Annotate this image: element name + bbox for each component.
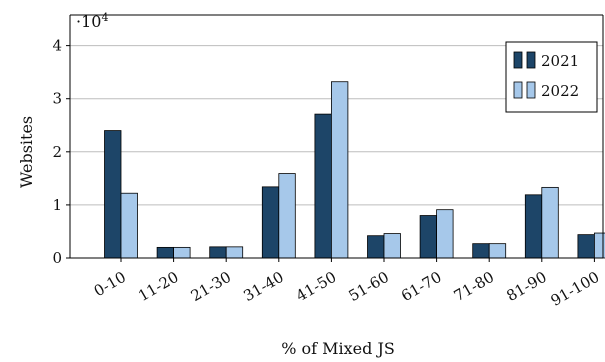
legend-swatch-2021 <box>526 51 536 69</box>
bar-2021-91-100 <box>577 234 595 259</box>
y-tick-label: 0 <box>52 249 62 267</box>
x-axis-label: % of Mixed JS <box>281 339 395 358</box>
y-tick-label: 2 <box>52 143 62 161</box>
x-tick-label: 81-90 <box>503 268 549 305</box>
y-tick-label: 3 <box>52 90 62 108</box>
x-tick-label: 41-50 <box>293 268 339 305</box>
y-scale-exponent: 4 <box>101 11 108 24</box>
legend: 2021 2022 <box>505 41 598 113</box>
x-tick-label: 61-70 <box>398 268 444 305</box>
bar-2021-71-80 <box>472 243 490 259</box>
bar-2022-71-80 <box>488 243 507 259</box>
bar-2022-31-40 <box>278 173 296 259</box>
y-tick-label: 4 <box>52 37 62 55</box>
bar-2022-0-10 <box>120 192 138 259</box>
y-scale-base: ·10 <box>76 12 101 31</box>
legend-label-2022: 2022 <box>541 82 579 100</box>
bar-2021-21-30 <box>209 246 227 259</box>
x-tick-label: 21-30 <box>188 268 234 305</box>
legend-swatch-2022 <box>526 81 536 99</box>
y-axis-label: Websites <box>17 116 36 188</box>
bar-2021-11-20 <box>156 246 175 259</box>
x-tick-label: 91-100 <box>548 268 603 310</box>
x-tick-label: 51-60 <box>346 268 392 305</box>
plot-frame <box>69 14 604 259</box>
bar-2021-51-60 <box>367 235 385 259</box>
bar-2021-31-40 <box>261 186 280 259</box>
bar-2022-41-50 <box>330 81 349 259</box>
bar-2022-61-70 <box>436 209 454 259</box>
bar-2021-61-70 <box>419 215 438 259</box>
y-axis-ticks: 0 1 2 3 4 <box>52 37 70 267</box>
bar-2022-11-20 <box>173 246 191 259</box>
bar-2022-21-30 <box>225 246 244 259</box>
bar-2021-0-10 <box>104 130 122 259</box>
x-axis-ticks: 0-10 11-20 21-30 31-40 41-50 51-60 61-70 71-80 8… <box>91 258 603 310</box>
y-tick-label: 1 <box>52 196 62 214</box>
legend-swatch-2022 <box>513 81 523 99</box>
bar-2022-81-90 <box>541 186 559 259</box>
bar-2022-51-60 <box>383 233 401 259</box>
x-tick-label: 71-80 <box>451 268 497 305</box>
legend-label-2021: 2021 <box>541 52 579 70</box>
x-tick-label: 0-10 <box>91 268 129 300</box>
bar-2021-41-50 <box>314 113 332 259</box>
x-tick-label: 31-40 <box>240 268 286 305</box>
legend-swatch-2021 <box>513 51 523 69</box>
bars-group <box>104 81 605 259</box>
bar-2021-81-90 <box>524 194 543 259</box>
x-tick-label: 11-20 <box>135 268 181 305</box>
y-scale-label: ·104 <box>76 11 108 31</box>
